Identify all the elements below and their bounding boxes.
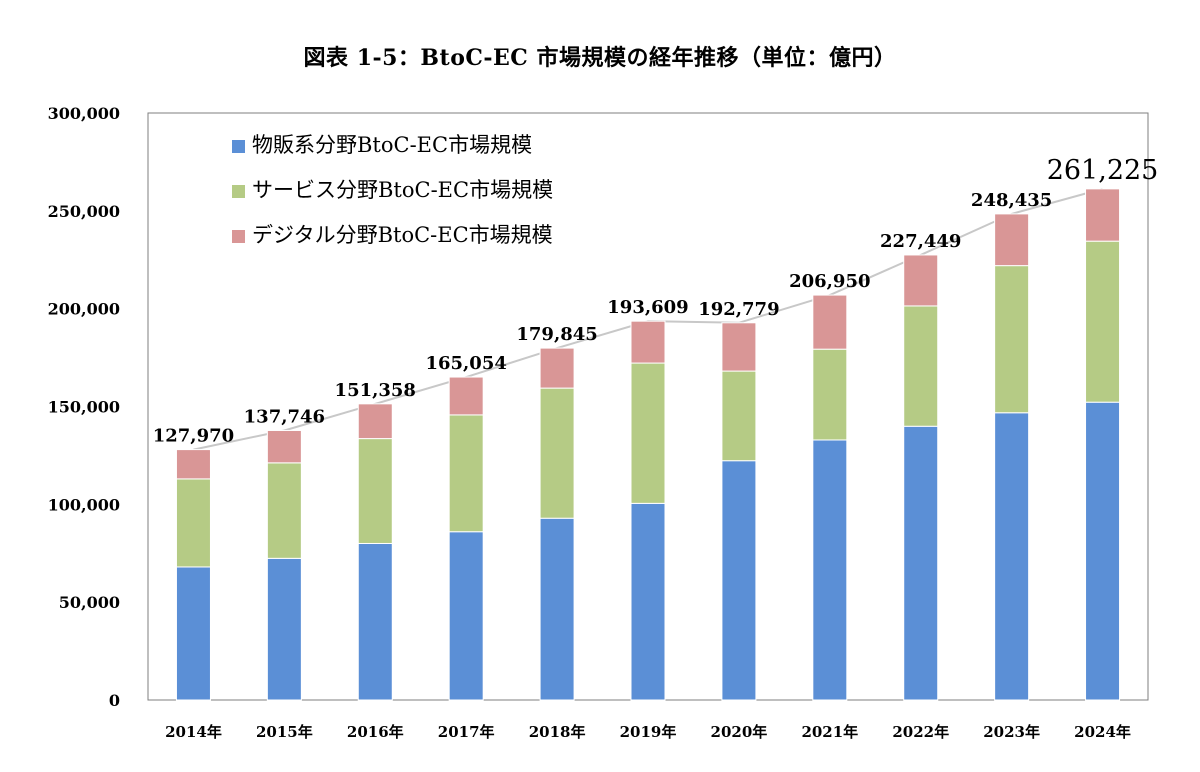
total-label: 193,609 [607, 297, 688, 318]
legend-label: デジタル分野BtoC-EC市場規模 [252, 223, 553, 247]
total-label: 192,779 [698, 299, 779, 320]
legend-label: サービス分野BtoC-EC市場規模 [252, 178, 553, 202]
legend-swatch [232, 185, 245, 198]
bar-segment [721, 460, 757, 701]
bar-segment [630, 362, 666, 504]
y-tick-label: 200,000 [48, 300, 120, 319]
bar-segment [994, 213, 1030, 267]
x-tick-label: 2020年 [711, 723, 768, 741]
bar-segment [1085, 401, 1121, 701]
total-label: 179,845 [516, 324, 597, 345]
bar-segment [175, 449, 211, 480]
total-label: 165,054 [425, 353, 506, 374]
bar-segment [903, 425, 939, 701]
bar-segment [266, 429, 302, 464]
bars [175, 188, 1121, 701]
total-labels: 127,970 137,746 151,358 165,054 179,845 193,6… [153, 155, 1159, 447]
total-label: 151,358 [335, 380, 416, 401]
x-tick-label: 2022年 [892, 723, 949, 741]
bar-segment [812, 439, 848, 701]
bar-segment [448, 376, 484, 416]
bar-segment [812, 294, 848, 350]
total-label: 248,435 [971, 190, 1052, 211]
total-label: 127,970 [153, 426, 234, 447]
legend-swatch [232, 230, 245, 243]
bar-segment [630, 502, 666, 701]
legend: 物販系分野BtoC-EC市場規模サービス分野BtoC-EC市場規模デジタル分野B… [232, 133, 553, 247]
x-tick-label: 2016年 [347, 723, 404, 741]
bar-segment [357, 403, 393, 440]
bar-segment [812, 348, 848, 441]
bar-segment [539, 347, 575, 389]
total-label: 227,449 [880, 231, 961, 252]
legend-label: 物販系分野BtoC-EC市場規模 [252, 133, 532, 157]
x-tick-label: 2017年 [438, 723, 495, 741]
bar-segment [994, 412, 1030, 701]
bar-segment [630, 320, 666, 364]
y-tick-label: 0 [109, 691, 120, 710]
bar-segment [266, 557, 302, 701]
x-tick-label: 2018年 [529, 723, 586, 741]
x-axis: 2014年 2015年 2016年 2017年 2018年 2019年 2020年 2021年… [165, 723, 1131, 741]
total-label: 261,225 [1047, 155, 1159, 186]
x-tick-label: 2015年 [256, 723, 313, 741]
x-tick-label: 2014年 [165, 723, 222, 741]
bar-segment [903, 305, 939, 427]
bar-segment [721, 322, 757, 372]
bar-segment [994, 265, 1030, 414]
y-tick-label: 150,000 [48, 398, 120, 417]
bar-segment [448, 531, 484, 701]
bar-segment [903, 254, 939, 307]
bar-segment [175, 478, 211, 568]
x-tick-label: 2021年 [801, 723, 858, 741]
bar-segment [266, 462, 302, 559]
y-tick-label: 100,000 [48, 495, 120, 514]
bar-segment [357, 438, 393, 544]
x-tick-label: 2024年 [1074, 723, 1131, 741]
y-tick-label: 250,000 [48, 202, 120, 221]
bar-segment [448, 414, 484, 533]
bar-segment [539, 387, 575, 519]
x-tick-label: 2019年 [620, 723, 677, 741]
total-label: 137,746 [244, 406, 325, 427]
chart-title: 図表 1-5：BtoC-EC 市場規模の経年推移（単位：億円） [303, 45, 897, 71]
bar-segment [357, 542, 393, 701]
y-tick-label: 300,000 [48, 104, 120, 123]
x-tick-label: 2023年 [983, 723, 1040, 741]
bar-segment [1085, 240, 1121, 403]
legend-swatch [232, 140, 245, 153]
y-axis: 0 50,000 100,000 150,000 200,000 250,000 300,0… [48, 104, 120, 710]
bar-segment [1085, 188, 1121, 242]
total-label: 206,950 [789, 271, 870, 292]
bar-segment [721, 370, 757, 462]
bar-segment [539, 517, 575, 701]
y-tick-label: 50,000 [59, 593, 120, 612]
bar-segment [175, 566, 211, 701]
